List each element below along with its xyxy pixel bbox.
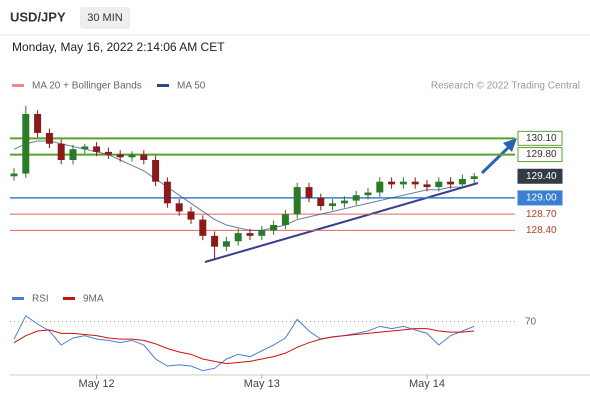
candle-body xyxy=(340,200,348,204)
level-label: 129.80 xyxy=(526,149,557,160)
candle-body xyxy=(175,203,183,212)
rsi-line xyxy=(13,328,475,365)
candle-body xyxy=(458,178,466,185)
forecast-arrow xyxy=(480,144,512,175)
candle-body xyxy=(317,197,325,207)
x-tick-label: May 12 xyxy=(79,378,115,390)
candle-body xyxy=(69,149,77,160)
legend-swatch xyxy=(157,84,169,87)
level-label: 128.40 xyxy=(526,225,557,236)
timeframe-box[interactable] xyxy=(80,7,130,29)
legend-label: 9MA xyxy=(83,294,104,305)
candle-body xyxy=(352,195,360,201)
candle-body xyxy=(222,241,230,247)
candle-body xyxy=(435,181,443,188)
candle-body xyxy=(81,146,89,150)
candle-body xyxy=(470,176,478,179)
legend-swatch xyxy=(12,297,24,300)
candle-body xyxy=(364,192,372,196)
candle-body xyxy=(116,154,124,158)
candle-body xyxy=(293,187,301,215)
credit: Research © 2022 Trading Central xyxy=(431,81,580,92)
candle-body xyxy=(258,230,266,236)
level-label: 128.70 xyxy=(526,209,557,220)
level-box xyxy=(517,168,563,184)
candle-body xyxy=(246,233,254,236)
candle-body xyxy=(10,173,18,177)
candle-body xyxy=(93,146,101,152)
candle-body xyxy=(234,233,242,242)
candle-body xyxy=(187,211,195,220)
level-box xyxy=(517,130,563,146)
rsi-line xyxy=(13,315,475,372)
candle-body xyxy=(163,181,171,204)
forecast-arrow-head xyxy=(503,138,517,152)
candle-body xyxy=(423,184,431,188)
level-label: 129.00 xyxy=(526,193,557,204)
level-label: 130.10 xyxy=(526,133,557,144)
legend-label: MA 50 xyxy=(177,81,206,92)
candle-body xyxy=(45,132,53,144)
level-box xyxy=(517,147,563,163)
y-tick-label: 70 xyxy=(525,316,537,327)
candle-body xyxy=(305,187,313,198)
symbol: USD/JPY xyxy=(10,9,66,24)
timestamp: Monday, May 16, 2022 2:14:06 AM CET xyxy=(12,40,225,54)
legend-label: RSI xyxy=(32,294,49,305)
ma50-line xyxy=(13,140,475,231)
candle-body xyxy=(140,154,148,160)
candle-body xyxy=(57,143,65,160)
candle-body xyxy=(388,181,396,185)
candle-body xyxy=(270,225,278,231)
timeframe[interactable]: 30 MIN xyxy=(87,12,123,24)
candle-body xyxy=(104,151,112,155)
trend-line xyxy=(204,182,479,263)
candle-body xyxy=(152,160,160,182)
candle-body xyxy=(199,219,207,236)
candle-body xyxy=(211,235,219,247)
x-tick-label: May 14 xyxy=(409,378,445,390)
candle-body xyxy=(22,113,30,174)
legend-swatch xyxy=(63,297,75,300)
candle-body xyxy=(399,181,407,185)
level-box xyxy=(517,190,563,206)
level-label: 129.40 xyxy=(526,171,557,182)
candle-body xyxy=(329,203,337,207)
candle-body xyxy=(34,113,42,133)
candle-body xyxy=(281,214,289,225)
legend-label: MA 20 + Bollinger Bands xyxy=(32,81,142,92)
candle-body xyxy=(411,181,419,185)
x-tick-label: May 13 xyxy=(244,378,280,390)
candle-body xyxy=(447,181,455,185)
candle-body xyxy=(376,181,384,193)
legend-swatch xyxy=(12,84,24,87)
candle-body xyxy=(128,154,136,158)
